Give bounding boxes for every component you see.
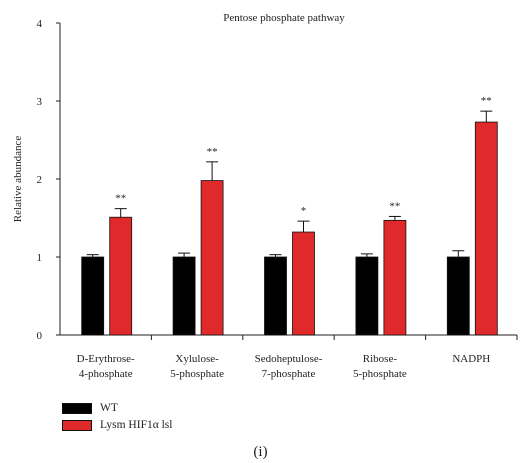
y-tick-label: 0 <box>37 330 43 342</box>
bar-wt <box>81 256 105 336</box>
bar-wt <box>355 256 379 336</box>
y-axis-label: Relative abundance <box>12 136 24 223</box>
y-tick-label: 4 <box>37 18 43 30</box>
significance-label: * <box>301 205 307 217</box>
y-tick-label: 2 <box>37 174 43 186</box>
x-tick-label: 5-phosphate <box>170 368 224 380</box>
chart-title: Pentose phosphate pathway <box>223 12 345 24</box>
significance-label: ** <box>389 200 400 212</box>
legend-item-wt: WT <box>62 400 172 416</box>
x-tick-label: D-Erythrose- <box>77 353 135 365</box>
legend-item-lysm: Lysm HIF1α lsl <box>62 417 172 433</box>
x-tick-label: 7-phosphate <box>262 368 316 380</box>
x-tick-label: Ribose- <box>363 353 398 365</box>
bar-lysm <box>292 231 315 336</box>
legend: WT Lysm HIF1α lsl <box>62 400 172 434</box>
bar-lysm <box>200 180 224 336</box>
x-tick-label: 4-phosphate <box>79 368 133 380</box>
y-tick-label: 3 <box>37 96 43 108</box>
legend-label-wt: WT <box>100 402 118 414</box>
bar-wt <box>446 256 470 336</box>
x-tick-label: 5-phosphate <box>353 368 407 380</box>
legend-label-lysm: Lysm HIF1α lsl <box>100 419 173 431</box>
legend-swatch-wt <box>62 402 92 414</box>
significance-label: ** <box>115 193 126 205</box>
significance-label: ** <box>481 95 492 107</box>
x-tick-label: Xylulose- <box>175 353 219 365</box>
panel-label: (i) <box>253 444 268 460</box>
significance-label: ** <box>207 146 218 158</box>
x-tick-label: NADPH <box>452 353 490 365</box>
y-tick-label: 1 <box>37 252 43 264</box>
bar-lysm <box>474 121 498 336</box>
bar-wt <box>264 256 287 336</box>
bar-chart: Pentose phosphate pathway Relative abund… <box>12 12 518 380</box>
x-tick-label: Sedoheptulose- <box>255 353 323 365</box>
legend-swatch-lysm <box>62 419 92 431</box>
bar-wt <box>172 256 196 336</box>
bar-lysm <box>383 219 407 336</box>
bar-lysm <box>109 216 133 336</box>
